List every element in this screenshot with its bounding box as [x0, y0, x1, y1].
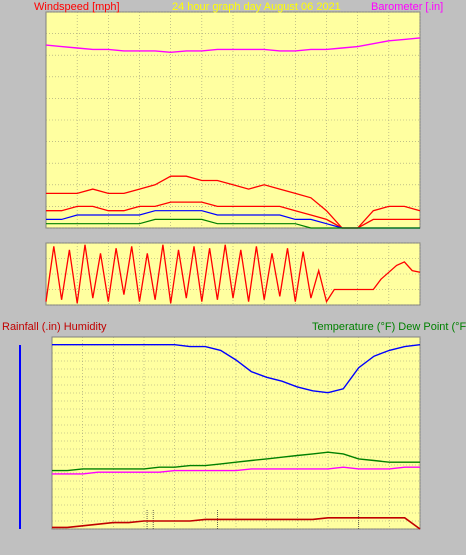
y-axis-label: Rainfall (.in) Humidity	[2, 321, 107, 333]
series-line-4	[46, 218, 420, 229]
rain-humidity-temp-panel: Rainfall (.in) Humidity Temperature (°F)…	[2, 321, 466, 530]
series-line-3	[52, 517, 421, 530]
y-right-axis-label: Barometer [.in]	[371, 1, 443, 13]
series-layer	[45, 244, 421, 304]
gridlines	[46, 242, 421, 306]
series-line-0	[52, 344, 421, 394]
wind-direction-panel	[45, 242, 421, 306]
chart-title: 24 hour graph day August 06 2021	[172, 1, 341, 13]
series-line-2	[52, 466, 420, 475]
y-axis-label: Windspeed [mph]	[34, 1, 120, 13]
series-line-1	[52, 451, 420, 472]
wind-baro-panel: Windspeed [mph] 24 hour graph day August…	[34, 1, 443, 229]
series-line-0	[45, 244, 421, 304]
series-layer	[45, 37, 421, 229]
series-line-0	[45, 37, 421, 54]
series-layer	[52, 344, 421, 530]
gridlines	[52, 337, 421, 530]
y-right-axis-label: Temperature (°F) Dew Point (°F)	[312, 321, 466, 333]
